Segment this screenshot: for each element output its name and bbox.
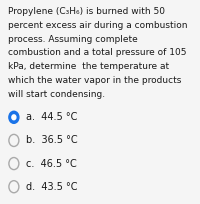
Text: d.  43.5 °C: d. 43.5 °C [26,182,77,192]
Text: a.  44.5 °C: a. 44.5 °C [26,112,77,122]
Text: which the water vapor in the products: which the water vapor in the products [8,76,181,85]
Text: will start condensing.: will start condensing. [8,90,105,99]
Text: process. Assuming complete: process. Assuming complete [8,35,138,44]
Text: Propylene (C₃H₆) is burned with 50: Propylene (C₃H₆) is burned with 50 [8,7,165,17]
Text: percent excess air during a combustion: percent excess air during a combustion [8,21,188,30]
Text: c.  46.5 °C: c. 46.5 °C [26,159,76,169]
Text: kPa, determine  the temperature at: kPa, determine the temperature at [8,62,169,71]
Circle shape [9,111,19,123]
Text: b.  36.5 °C: b. 36.5 °C [26,135,77,145]
Circle shape [12,115,16,120]
Text: combustion and a total pressure of 105: combustion and a total pressure of 105 [8,49,187,58]
